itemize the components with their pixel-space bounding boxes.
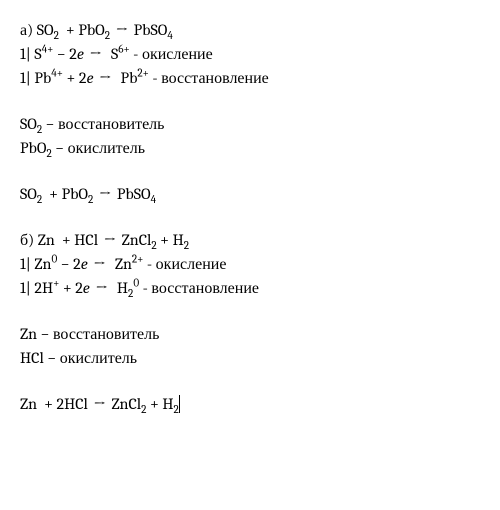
product-2: H2 — [173, 231, 189, 249]
half-reaction-b2: 1| 2H+ + 2e → H20 - восстановление — [20, 276, 480, 300]
formula: SO2 — [20, 115, 42, 133]
problem-a-balanced: SO2 + PbO2 → PbSO4 — [20, 182, 480, 206]
reactant-2: PbO2 — [62, 185, 94, 203]
species: Pb4+ — [34, 69, 63, 87]
formula: HCl — [20, 349, 44, 367]
arrow-icon: → — [91, 255, 108, 273]
arrow-icon: → — [114, 21, 131, 39]
formula: Zn — [20, 325, 37, 343]
label-b: б) — [20, 231, 34, 249]
reactant-2: 2HCl — [57, 395, 88, 413]
reactant-2: HCl — [74, 231, 98, 249]
product-1: ZnCl2 — [122, 231, 157, 249]
half-reaction-b1: 1| Zn0 − 2e → Zn2+ - окисление — [20, 252, 480, 276]
species: S6+ — [111, 45, 130, 63]
species: Zn0 — [34, 255, 57, 273]
oxidizer-a: PbO2 − окислитель — [20, 136, 480, 160]
product-1: PbSO4 — [134, 21, 173, 39]
label-a: а) — [20, 21, 33, 39]
reducer-b: Zn − восстановитель — [20, 322, 480, 346]
formula: PbO2 — [20, 139, 52, 157]
product-1: PbSO4 — [117, 185, 156, 203]
species: S4+ — [34, 45, 53, 63]
reactant-1: SO2 — [20, 185, 42, 203]
arrow-icon: → — [102, 231, 119, 249]
arrow-icon: → — [97, 185, 114, 203]
problem-b-equation: б) Zn + HCl → ZnCl2 + H2 — [20, 228, 480, 252]
species: 2H+ — [34, 279, 59, 297]
species: Zn2+ — [115, 255, 144, 273]
arrow-icon: → — [87, 45, 104, 63]
oxidizer-b: HCl − окислитель — [20, 346, 480, 370]
species: H20 — [117, 279, 139, 297]
arrow-icon: → — [91, 395, 108, 413]
half-reaction-a2: 1| Pb4+ + 2e → Pb2+ - восстановление — [20, 66, 480, 90]
problem-a-equation: а) SO2 + PbO2 → PbSO4 — [20, 18, 480, 42]
product-1: ZnCl2 — [111, 395, 146, 413]
arrow-icon: → — [97, 69, 114, 87]
reactant-1: SO2 — [37, 21, 59, 39]
reducer-a: SO2 − восстановитель — [20, 112, 480, 136]
product-2: H2 — [162, 395, 178, 413]
half-reaction-a1: 1| S4+ − 2e → S6+ - окисление — [20, 42, 480, 66]
problem-b-balanced: Zn + 2HCl → ZnCl2 + H2 — [20, 392, 480, 416]
reactant-1: Zn — [38, 231, 55, 249]
reactant-2: PbO2 — [78, 21, 110, 39]
species: Pb2+ — [121, 69, 149, 87]
arrow-icon: → — [93, 279, 110, 297]
text-cursor-icon — [179, 395, 180, 413]
reactant-1: Zn — [20, 395, 37, 413]
